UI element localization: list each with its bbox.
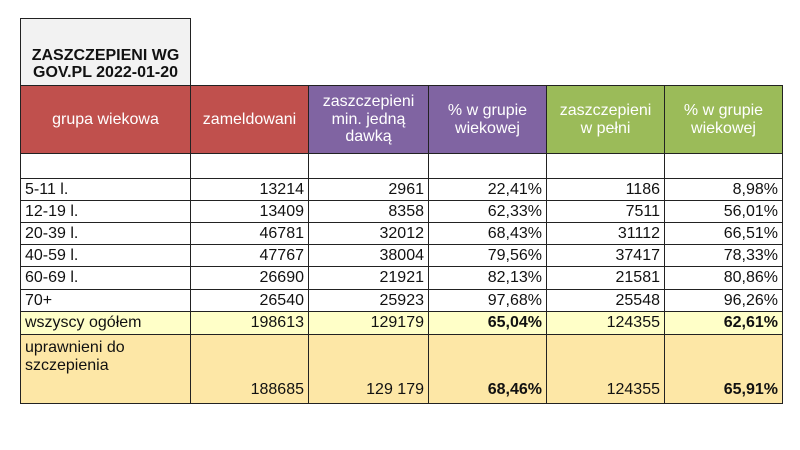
value-cell: 37417 — [546, 244, 665, 267]
value-cell: 66,51% — [664, 222, 783, 245]
row-label: 20-39 l. — [20, 222, 191, 245]
value-cell: 21581 — [546, 266, 665, 290]
row-label: 70+ — [20, 289, 191, 312]
value-cell: 38004 — [308, 244, 429, 267]
value-cell: 188685 — [190, 334, 309, 404]
value-cell: 79,56% — [428, 244, 547, 267]
title-cell: ZASZCZEPIENI WG GOV.PL 2022-01-20 — [20, 18, 191, 86]
text-line: uprawnieni do — [25, 339, 125, 356]
text-line: % w grupie — [447, 101, 528, 119]
value-cell: 97,68% — [428, 289, 547, 312]
value-cell: 31112 — [546, 222, 665, 245]
row-label: 60-69 l. — [20, 266, 191, 290]
header-cell: zameldowani — [190, 85, 309, 154]
value-cell: 2961 — [308, 178, 429, 201]
value-cell: 8,98% — [664, 178, 783, 201]
value-cell: 7511 — [546, 200, 665, 223]
row-label: wszyscy ogółem — [20, 311, 191, 335]
text-line: grupa wiekowa — [52, 110, 159, 128]
value-cell: 68,46% — [428, 334, 547, 404]
value-cell: 96,26% — [664, 289, 783, 312]
empty-cell — [308, 153, 429, 179]
text-line: wiekowej — [691, 119, 756, 137]
header-cell: % w grupie wiekowej — [428, 85, 547, 154]
header-cell: % w grupie wiekowej — [664, 85, 783, 154]
header-cell: zaszczepieni w pełni — [546, 85, 665, 154]
value-cell: 129 179 — [308, 334, 429, 404]
value-cell: 56,01% — [664, 200, 783, 223]
value-cell: 8358 — [308, 200, 429, 223]
value-cell: 46781 — [190, 222, 309, 245]
row-label: uprawnieni do szczepienia — [20, 334, 191, 404]
header-cell: grupa wiekowa — [20, 85, 191, 154]
value-cell: 25548 — [546, 289, 665, 312]
text-line: w pełni — [580, 119, 631, 137]
text-line: zaszczepieni — [559, 101, 652, 119]
value-cell: 82,13% — [428, 266, 547, 290]
text-line: ZASZCZEPIENI WG — [31, 46, 180, 64]
value-cell: 21921 — [308, 266, 429, 290]
value-cell: 1186 — [546, 178, 665, 201]
value-cell: 65,04% — [428, 311, 547, 335]
text-line: szczepienia — [25, 356, 109, 374]
value-cell: 47767 — [190, 244, 309, 267]
empty-cell — [428, 153, 547, 179]
text-line: dawką — [345, 128, 392, 146]
row-label: 12-19 l. — [20, 200, 191, 223]
text-line: GOV.PL 2022-01-20 — [33, 64, 178, 82]
value-cell: 65,91% — [664, 334, 783, 404]
value-cell: 32012 — [308, 222, 429, 245]
text-line: zaszczepieni — [322, 93, 415, 111]
value-cell: 26540 — [190, 289, 309, 312]
empty-cell — [664, 153, 783, 179]
value-cell: 198613 — [190, 311, 309, 335]
value-cell: 68,43% — [428, 222, 547, 245]
value-cell: 62,33% — [428, 200, 547, 223]
empty-cell — [190, 153, 309, 179]
value-cell: 25923 — [308, 289, 429, 312]
value-cell: 62,61% — [664, 311, 783, 335]
header-cell: zaszczepieni min. jedną dawką — [308, 85, 429, 154]
empty-cell — [546, 153, 665, 179]
value-cell: 124355 — [546, 311, 665, 335]
value-cell: 124355 — [546, 334, 665, 404]
text-line: wiekowej — [455, 119, 520, 137]
text-line: zameldowani — [202, 110, 297, 128]
text-line: min. jedną — [331, 110, 406, 128]
value-cell: 26690 — [190, 266, 309, 290]
text-line: % w grupie — [683, 101, 764, 119]
value-cell: 13214 — [190, 178, 309, 201]
value-cell: 80,86% — [664, 266, 783, 290]
value-cell: 22,41% — [428, 178, 547, 201]
value-cell: 78,33% — [664, 244, 783, 267]
row-label: 40-59 l. — [20, 244, 191, 267]
empty-cell — [20, 153, 191, 179]
value-cell: 129179 — [308, 311, 429, 335]
value-cell: 13409 — [190, 200, 309, 223]
row-label: 5-11 l. — [20, 178, 191, 201]
